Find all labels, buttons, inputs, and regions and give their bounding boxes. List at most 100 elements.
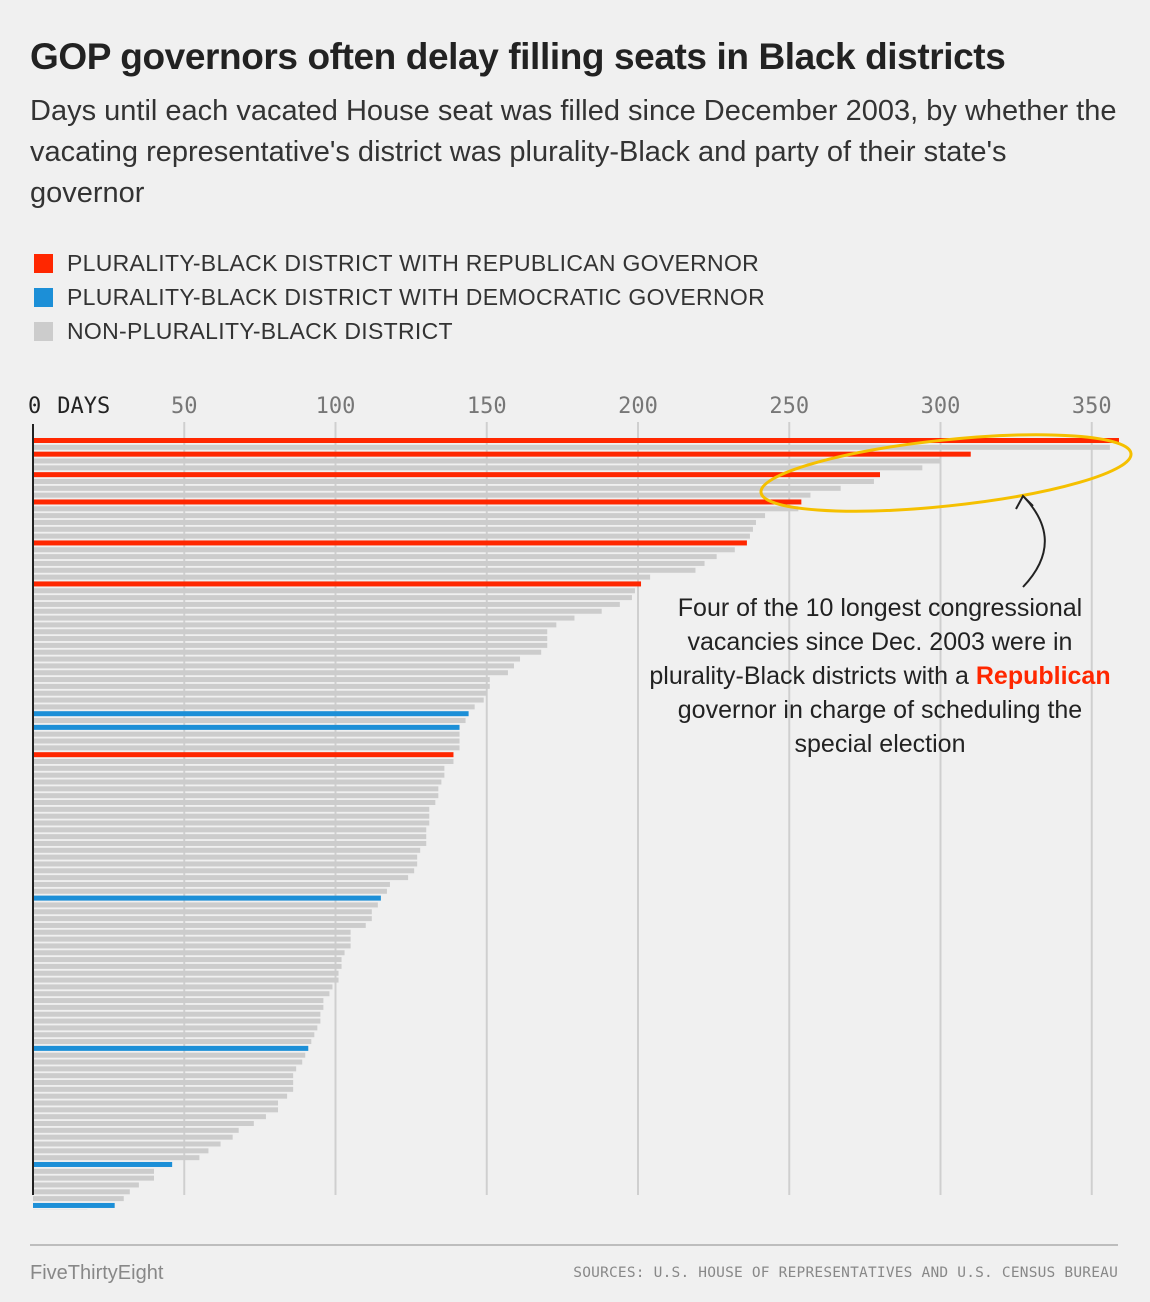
legend-swatch-democratic bbox=[34, 287, 53, 307]
bar-23-N bbox=[33, 588, 635, 594]
bar-93-N bbox=[33, 1066, 297, 1072]
bar-38-N bbox=[33, 690, 487, 696]
bar-74-N bbox=[33, 936, 351, 942]
bar-13-N bbox=[33, 519, 756, 525]
bar-75-N bbox=[33, 943, 351, 949]
bar-42-N bbox=[33, 718, 466, 724]
tick-label-50: 50 bbox=[171, 394, 198, 419]
bar-29-N bbox=[33, 629, 548, 635]
bar-32-N bbox=[33, 649, 542, 655]
bar-16-R bbox=[33, 540, 747, 546]
bar-11-N bbox=[33, 506, 799, 512]
bar-61-N bbox=[33, 847, 421, 853]
bar-104-N bbox=[33, 1141, 221, 1147]
legend-swatch-republican bbox=[34, 253, 53, 273]
bar-17-N bbox=[33, 547, 735, 553]
source-note: SOURCES: U.S. HOUSE OF REPRESENTATIVES A… bbox=[573, 1265, 1118, 1281]
bar-65-N bbox=[33, 875, 409, 881]
bar-101-N bbox=[33, 1121, 254, 1126]
bar-55-N bbox=[33, 806, 430, 812]
bar-9-N bbox=[33, 492, 811, 498]
bar-100-N bbox=[33, 1114, 266, 1120]
legend-item-democratic: PLURALITY-BLACK DISTRICT WITH DEMOCRATIC… bbox=[34, 280, 765, 314]
vacancy-bar-chart: 0 DAYS 50 100 150 200 250 300 350 bbox=[28, 394, 1133, 1210]
bar-1-R bbox=[33, 438, 1119, 443]
bar-21-N bbox=[33, 574, 651, 580]
bar-31-N bbox=[33, 642, 548, 648]
bar-54-N bbox=[33, 799, 436, 805]
bar-97-N bbox=[33, 1093, 288, 1099]
bar-27-N bbox=[33, 615, 575, 621]
tick-label-0: 0 DAYS bbox=[28, 394, 110, 419]
bar-58-N bbox=[33, 827, 427, 833]
bar-35-N bbox=[33, 670, 508, 676]
bar-56-N bbox=[33, 813, 430, 819]
bar-12-N bbox=[33, 513, 766, 519]
tick-labels: 0 DAYS 50 100 150 200 250 300 350 bbox=[28, 394, 1112, 419]
tick-label-300: 300 bbox=[921, 394, 961, 419]
bar-103-N bbox=[33, 1134, 233, 1140]
bar-49-N bbox=[33, 765, 445, 771]
bar-79-N bbox=[33, 970, 339, 976]
bar-60-N bbox=[33, 840, 427, 846]
bar-43-D bbox=[33, 724, 460, 730]
annotation-text: Four of the 10 longest congressional vac… bbox=[640, 591, 1120, 761]
legend-item-republican: PLURALITY-BLACK DISTRICT WITH REPUBLICAN… bbox=[34, 246, 765, 280]
bar-109-N bbox=[33, 1175, 154, 1181]
bar-57-N bbox=[33, 820, 430, 826]
bar-82-N bbox=[33, 991, 330, 997]
bar-14-N bbox=[33, 526, 753, 532]
bar-80-N bbox=[33, 977, 339, 983]
bar-69-N bbox=[33, 902, 378, 908]
bar-25-N bbox=[33, 601, 620, 607]
bar-85-N bbox=[33, 1011, 321, 1017]
bar-68-D bbox=[33, 895, 381, 901]
tick-label-150: 150 bbox=[467, 394, 507, 419]
annotation-arrowhead bbox=[1015, 494, 1034, 510]
bar-7-N bbox=[33, 478, 874, 484]
bar-90-D bbox=[33, 1045, 309, 1051]
bar-34-N bbox=[33, 663, 514, 669]
bar-50-N bbox=[33, 772, 445, 778]
legend-label-democratic: PLURALITY-BLACK DISTRICT WITH DEMOCRATIC… bbox=[67, 283, 765, 310]
bar-87-N bbox=[33, 1025, 318, 1031]
annotation-arrow bbox=[1022, 497, 1046, 588]
bar-66-N bbox=[33, 881, 390, 887]
bar-98-N bbox=[33, 1100, 279, 1106]
bar-88-N bbox=[33, 1032, 315, 1038]
bar-24-N bbox=[33, 595, 632, 601]
bar-63-N bbox=[33, 861, 418, 867]
bar-26-N bbox=[33, 608, 602, 614]
bar-77-N bbox=[33, 957, 342, 963]
bar-102-N bbox=[33, 1127, 239, 1133]
bar-28-N bbox=[33, 622, 557, 628]
bar-112-N bbox=[33, 1196, 124, 1202]
bar-53-N bbox=[33, 793, 439, 799]
bar-41-D bbox=[33, 711, 469, 717]
bar-111-N bbox=[33, 1189, 130, 1195]
footer-divider bbox=[30, 1244, 1118, 1246]
bar-113-D bbox=[33, 1202, 115, 1208]
tick-label-250: 250 bbox=[769, 394, 809, 419]
bar-33-N bbox=[33, 656, 521, 662]
bar-99-N bbox=[33, 1107, 279, 1113]
bar-37-N bbox=[33, 683, 490, 689]
annotation-text-start: Four of the 10 longest congressional vac… bbox=[649, 594, 1083, 690]
tick-unit-days: DAYS bbox=[57, 394, 110, 419]
bar-48-N bbox=[33, 759, 454, 765]
bar-45-N bbox=[33, 738, 460, 744]
highlight-ellipse bbox=[759, 433, 1133, 513]
bar-36-N bbox=[33, 677, 490, 683]
bar-76-N bbox=[33, 950, 345, 956]
bar-67-N bbox=[33, 888, 387, 894]
bar-4-N bbox=[33, 458, 941, 464]
bar-86-N bbox=[33, 1018, 321, 1024]
bar-39-N bbox=[33, 697, 484, 703]
tick-label-100: 100 bbox=[316, 394, 356, 419]
bar-2-N bbox=[33, 444, 1110, 450]
bar-84-N bbox=[33, 1004, 324, 1010]
bar-95-N bbox=[33, 1080, 294, 1086]
bar-6-R bbox=[33, 472, 880, 478]
bar-5-N bbox=[33, 465, 923, 471]
bar-89-N bbox=[33, 1039, 312, 1045]
